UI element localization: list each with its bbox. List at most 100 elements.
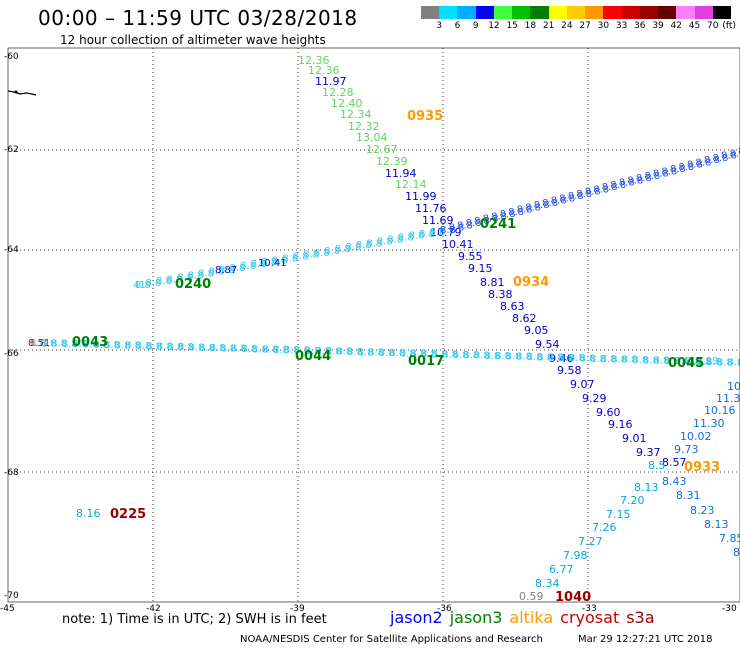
track-marker: 8.8	[408, 231, 424, 242]
track-marker: 8.8	[463, 350, 479, 361]
track-marker: 8.8	[72, 339, 88, 350]
scale-label: 36	[634, 21, 646, 31]
swh-value: 9.29	[582, 392, 607, 405]
legend-entry: cryosat	[560, 608, 620, 627]
swh-value: 10.02	[680, 430, 712, 443]
scale-swatch	[585, 6, 604, 19]
track-marker: 8.8	[729, 148, 740, 159]
scale-unit: (ft)	[722, 21, 736, 31]
track-marker: 8.8	[611, 354, 627, 365]
scale-label: 30	[597, 21, 610, 31]
swh-value: 12.36	[298, 54, 330, 67]
track-marker: 8.8	[576, 189, 592, 200]
track-marker: 8.8	[62, 339, 78, 350]
footer-note: note: 1) Time is in UTC; 2) SWH is in fe…	[62, 612, 327, 627]
track-marker: 8.8	[653, 169, 669, 180]
pass-time-label: 0240	[175, 277, 211, 292]
track-marker: 8.8	[695, 157, 711, 168]
swh-value: 8.31	[676, 489, 701, 502]
swh-value: 9.58	[557, 364, 582, 377]
track-marker: 8.8	[610, 180, 626, 191]
track-marker: 8.8	[506, 351, 522, 362]
track-marker: 8.8	[508, 207, 524, 218]
swh-value: 12.28	[322, 86, 354, 99]
swh-value: 9.37	[636, 446, 661, 459]
track-marker: 8.8	[30, 338, 46, 349]
swh-value: 8.16	[76, 507, 101, 520]
swh-value: 11.30	[693, 417, 725, 430]
track-marker: 8.8	[240, 261, 256, 272]
track-marker: 8.8	[273, 345, 289, 356]
track-marker: 8.8	[474, 216, 490, 227]
swh-value: 7.26	[592, 521, 617, 534]
coastline-fragment	[7, 90, 37, 96]
scale-label: 42	[670, 21, 683, 31]
track-marker: 8.8	[704, 155, 720, 166]
pass-time-label: 0935	[407, 109, 443, 124]
track-marker: 8.8	[220, 343, 236, 354]
scale-label: 12	[488, 21, 500, 31]
track-marker: 8.8	[706, 357, 722, 368]
track-marker: 8.8	[177, 272, 193, 283]
track-marker: 8.8	[336, 347, 352, 358]
swh-value: 8.81	[480, 276, 505, 289]
track-marker: 8.8	[387, 234, 403, 245]
track-marker: 8.8	[251, 259, 267, 270]
swh-value: 8.38	[488, 288, 513, 301]
swh-value: 11.97	[315, 75, 347, 88]
color-scale-labels: 3 6 9 12 15 18 21 24 27 30 33 36 39 42 45 70 (ft)	[421, 21, 740, 33]
scale-label: 3	[436, 21, 443, 31]
track-marker: 8.8	[324, 246, 340, 257]
track-marker: 8.8	[293, 252, 309, 263]
swh-value: 10.79	[430, 226, 462, 239]
track-marker: 8.8	[661, 166, 677, 177]
swh-value: 12.34	[340, 108, 372, 121]
track-marker: 8.8	[664, 356, 680, 367]
pass-time-label: 0934	[513, 275, 549, 290]
swh-value: 9.73	[674, 443, 699, 456]
scale-label: 39	[652, 21, 664, 31]
longitude-label: -36	[437, 604, 452, 614]
swh-value: 8.63	[500, 300, 525, 313]
swh-value: 8.34	[535, 577, 560, 590]
track-marker: 8.8	[146, 341, 162, 352]
swh-value: 10	[727, 380, 740, 393]
track-marker: 8.8	[622, 355, 638, 366]
track-marker: 8.8	[527, 352, 543, 363]
track-marker: 8.8	[358, 347, 374, 358]
map-subtitle: 12 hour collection of altimeter wave hei…	[60, 33, 326, 47]
track-marker: 8.8	[189, 342, 205, 353]
scale-label: 33	[615, 21, 628, 31]
pass-time-label: 0044	[295, 349, 331, 364]
swh-value: 10.41	[442, 238, 474, 251]
track-marker: 8.8	[157, 342, 173, 353]
swh-value: 12.40	[331, 97, 363, 110]
track-marker: 8.8	[579, 354, 595, 365]
track-marker: 8.8	[241, 344, 257, 355]
track-marker: 8.8	[619, 178, 635, 189]
scale-swatch	[457, 6, 476, 19]
scale-label: 27	[579, 21, 591, 31]
track-marker: 8.8	[675, 356, 691, 367]
track-marker: 8.8	[377, 236, 393, 247]
track-marker: 8.8	[559, 193, 575, 204]
swh-value: 7.85	[719, 532, 740, 545]
scale-swatch	[603, 6, 622, 19]
swh-value: 7.98	[563, 549, 588, 562]
swh-value: 12.39	[376, 155, 408, 168]
track-marker: 8.8	[398, 233, 414, 244]
track-marker: 8.8	[146, 278, 162, 289]
swh-value: 8.13	[704, 518, 729, 531]
scale-swatch	[566, 6, 586, 19]
scale-swatch	[694, 6, 713, 19]
track-marker: 8.8	[453, 350, 469, 361]
track-marker: 8.8	[627, 175, 643, 186]
track-marker: 8.8	[178, 342, 194, 353]
scale-swatch	[530, 6, 549, 19]
legend-entry: altika	[509, 608, 554, 627]
track-marker: 8.8	[231, 344, 247, 355]
track-marker: 8.8	[326, 346, 342, 357]
track-marker: 8.8	[738, 358, 740, 369]
